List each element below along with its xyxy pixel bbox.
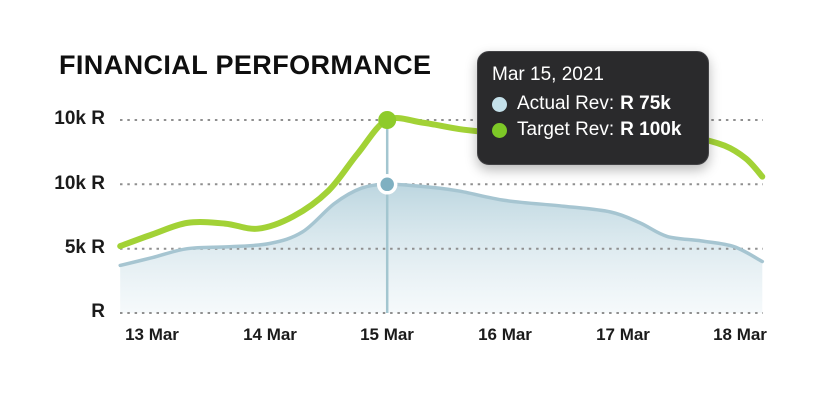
x-axis-label-17-mar: 17 Mar	[596, 325, 650, 344]
x-axis-label-14-mar: 14 Mar	[243, 325, 297, 344]
tooltip-date: Mar 15, 2021	[492, 64, 604, 85]
tooltip-actual-value: R 75k	[620, 93, 671, 114]
tooltip-row-actual: Actual Rev: R 75k	[492, 93, 696, 115]
tooltip-target-label: Target Rev:	[517, 119, 615, 140]
actual-rev-line	[118, 182, 765, 268]
x-axis-label-16-mar: 16 Mar	[478, 325, 532, 344]
chart-title: FINANCIAL PERFORMANCE	[59, 50, 432, 80]
target-rev-marker-dot[interactable]	[378, 111, 397, 129]
x-axis-label-13-mar: 13 Mar	[125, 325, 179, 344]
y-axis-label-5k: 5k R	[64, 237, 105, 258]
x-axis-label-18-mar: 18 Mar	[713, 325, 767, 344]
y-axis-label-0: R	[91, 301, 105, 322]
y-axis-label-10k: 10k R	[54, 173, 105, 194]
tooltip-row-target: Target Rev: R 100k	[492, 119, 696, 141]
actual-rev-marker-dot[interactable]	[376, 174, 398, 195]
tooltip-actual-label: Actual Rev:	[517, 93, 615, 114]
target-rev-dot-icon	[492, 122, 507, 138]
chart-tooltip: Mar 15, 2021 Actual Rev: R 75k Target Re…	[477, 51, 709, 165]
tooltip-target-value: R 100k	[620, 119, 682, 140]
actual-rev-dot-icon	[492, 96, 507, 112]
y-axis-label-15k: 10k R	[54, 108, 105, 129]
x-axis-label-15-mar: 15 Mar	[360, 325, 414, 344]
